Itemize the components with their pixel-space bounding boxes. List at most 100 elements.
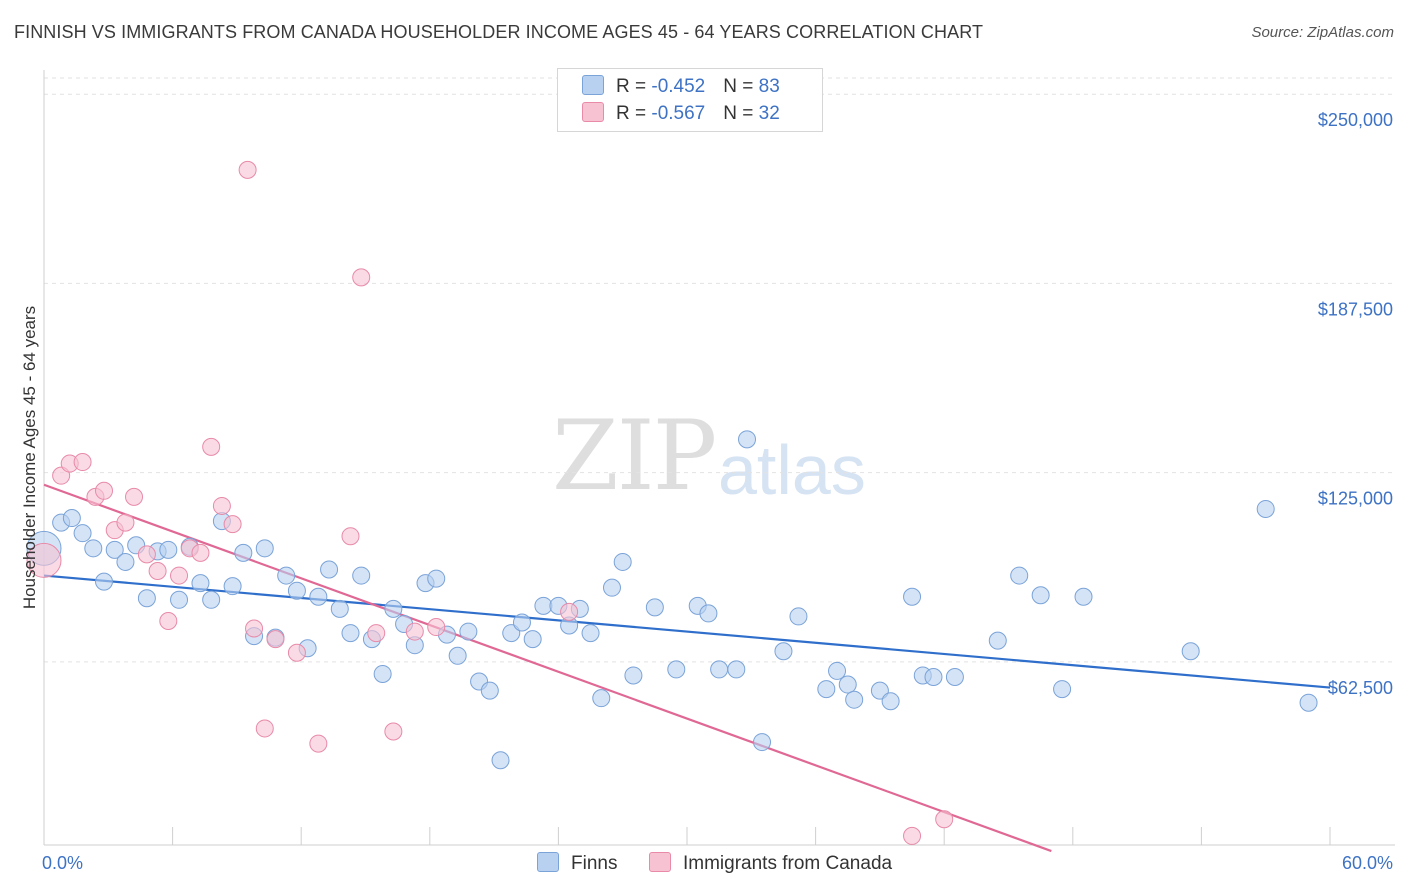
finns-point [1010, 566, 1029, 585]
finns-point [330, 599, 349, 618]
finns-point [352, 566, 371, 585]
canada-point [935, 810, 954, 829]
canada-point [95, 481, 114, 500]
finns-point [870, 681, 889, 700]
finns-point [448, 646, 467, 665]
finns-point [817, 680, 836, 699]
finns-point [341, 624, 360, 643]
finns-point [159, 540, 178, 559]
finns-point [710, 660, 729, 679]
watermark-zip: ZIP [552, 400, 717, 512]
canada-point [266, 630, 285, 649]
legend-canada-label: Immigrants from Canada [683, 853, 893, 874]
finns-point [534, 596, 553, 615]
finns-point [592, 689, 611, 708]
finns-point [384, 599, 403, 618]
finns-point [427, 569, 446, 588]
finns-point [1053, 680, 1072, 699]
axis-labels: $62,500 $125,000 $187,500 $250,000 0.0% 60.0%… [20, 110, 1393, 873]
finns-point [945, 667, 964, 686]
finns-point [234, 543, 253, 562]
legend-item-finns[interactable]: Finns [537, 852, 617, 876]
canada-point [309, 734, 328, 753]
canada-point [427, 618, 446, 637]
canada-point [159, 611, 178, 630]
canada-point [170, 566, 189, 585]
canada-point [125, 487, 144, 506]
finns-point [170, 590, 189, 609]
canada-point [202, 437, 221, 456]
x-tick-label: 60.0% [1342, 853, 1393, 873]
canada-trend-line [43, 483, 1052, 853]
finns-point [881, 692, 900, 711]
canada-point [287, 643, 306, 662]
finns-point [774, 642, 793, 661]
finns-point [828, 661, 847, 680]
legend-item-canada[interactable]: Immigrants from Canada [649, 852, 892, 876]
finns-point [903, 587, 922, 606]
finns-point [1031, 586, 1050, 605]
canada-point [148, 562, 167, 581]
finns-point [116, 552, 135, 571]
canada-point [255, 719, 274, 738]
canada-point [903, 826, 922, 845]
finns-trend-line [43, 574, 1331, 689]
finns-point [667, 660, 686, 679]
canada-point [137, 545, 156, 564]
finns-point [287, 581, 306, 600]
canada-point [405, 622, 424, 641]
legend-r-label: R = [616, 103, 652, 124]
finns-point [137, 589, 156, 608]
x-tick-label: 0.0% [42, 853, 83, 873]
canada-swatch [649, 852, 671, 872]
finns-point [105, 540, 124, 559]
finns-point [753, 733, 772, 752]
finns-point [320, 560, 339, 579]
finns-point [277, 566, 296, 585]
canada-point [245, 619, 264, 638]
finns-point [845, 690, 864, 709]
finns-point [1181, 642, 1200, 661]
finns-point [255, 539, 274, 558]
finns-point [191, 574, 210, 593]
finns-point [62, 509, 81, 528]
canada-point [238, 160, 257, 179]
legend-n-label: N = [723, 76, 759, 97]
finns-point [738, 430, 757, 449]
finns-point [512, 613, 531, 632]
axes [43, 70, 1395, 846]
finns-point [838, 675, 857, 694]
y-axis-label: Householder Income Ages 45 - 64 years [20, 306, 39, 609]
y-tick-label: $62,500 [1328, 678, 1393, 698]
finns-point [924, 667, 943, 686]
finns-point [223, 577, 242, 596]
finns-point [581, 624, 600, 643]
finns-point [645, 598, 664, 617]
canada-point [367, 624, 386, 643]
finns-point [1256, 499, 1275, 518]
finns-point [699, 604, 718, 623]
data-points [26, 160, 1318, 845]
chart-title: FINNISH VS IMMIGRANTS FROM CANADA HOUSEH… [14, 22, 984, 42]
finns-swatch [582, 75, 604, 95]
finns-point [309, 587, 328, 606]
finns-point [624, 666, 643, 685]
finns-point [988, 631, 1007, 650]
finns-point [459, 622, 478, 641]
canada-point [352, 268, 371, 287]
trend-lines [43, 483, 1331, 853]
source-label: Source: ZipAtlas.com [1251, 24, 1394, 41]
legend-n-label: N = [723, 103, 759, 124]
finns-point [502, 624, 521, 643]
finns-point [84, 539, 103, 558]
finns-point [491, 751, 510, 770]
legend-finns-label: Finns [571, 853, 618, 874]
legend-n-value: 32 [758, 103, 780, 124]
finns-swatch [537, 852, 559, 872]
correlation-legend: R = -0.452 N = 83 R = -0.567 N = 32 [557, 68, 823, 132]
finns-point [613, 552, 632, 571]
finns-point [1299, 693, 1318, 712]
canada-point [560, 602, 579, 621]
legend-n-value: 83 [758, 76, 780, 97]
